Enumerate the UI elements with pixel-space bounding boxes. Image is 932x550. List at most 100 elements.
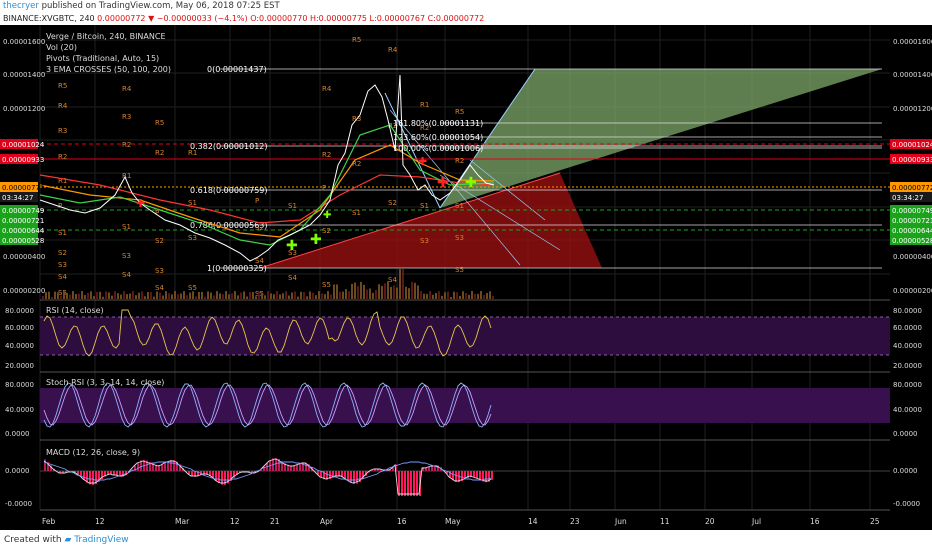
pivot-label: S3 [155, 267, 164, 275]
pivot-label: S1 [58, 229, 67, 237]
chart-legend: Verge / Bitcoin, 240, BINANCE Vol (20) P… [46, 32, 171, 74]
price-badge [890, 205, 932, 215]
fib-fan-red[interactable] [260, 173, 602, 268]
volume-bar [147, 292, 149, 299]
price-line[interactable] [39, 74, 495, 262]
macd-bar [146, 460, 148, 471]
volume-bar [87, 292, 89, 299]
pivot-label: S3 [420, 237, 429, 245]
volume-bar [372, 292, 374, 299]
fan-line[interactable] [389, 109, 521, 266]
macd-bar [389, 469, 391, 471]
time-tick: Mar [175, 517, 190, 526]
macd-bar [299, 463, 301, 471]
volume-bar [192, 291, 194, 299]
pivot-label: S1 [420, 202, 429, 210]
macd-bar [302, 462, 304, 471]
pivot-label: R2 [455, 157, 464, 165]
volume-bar [402, 269, 404, 299]
volume-bar [489, 291, 491, 299]
rsi-tick: 80.0000 [5, 307, 34, 315]
stoch-band [40, 388, 890, 423]
volume-bar [198, 291, 200, 299]
volume-bar [342, 291, 344, 299]
pivot-label: S5 [322, 281, 331, 289]
macd-bar [110, 471, 112, 475]
macd-bar [374, 468, 376, 471]
pivot-label: S2 [58, 249, 67, 257]
macd-bar [215, 471, 217, 481]
cross-marker-down: ✚ [418, 155, 427, 168]
ema-100-line[interactable] [39, 144, 495, 238]
legend-item: Pivots (Traditional, Auto, 15) [46, 54, 159, 63]
time-tick: 20 [705, 517, 715, 526]
fib-levels[interactable] [220, 68, 882, 269]
price-axis[interactable]: 0.00001600 0.00001400 0.00001200 0.00000… [893, 38, 932, 508]
macd-bar [140, 460, 142, 471]
macd-signal-line[interactable] [43, 461, 492, 481]
fib-label: 1(0.00000325) [207, 264, 267, 273]
volume-bar [375, 290, 377, 299]
chart-svg[interactable]: 0(0.00001437) 0.382(0.00001012) 0.618(0.… [0, 25, 932, 530]
time-tick: 14 [528, 517, 538, 526]
macd-bar [86, 471, 88, 483]
price-badge-text: 0.00000644 [892, 227, 932, 235]
chart-canvas[interactable]: 0(0.00001437) 0.382(0.00001012) 0.618(0.… [0, 25, 932, 530]
volume-bar [174, 291, 176, 299]
trendline-support[interactable] [259, 172, 561, 269]
price-badge-text: 0.00000528 [2, 237, 44, 245]
pivot-label: S3 [288, 249, 297, 257]
price-tick: 0.00001600 [3, 38, 45, 46]
volume-bar [225, 291, 227, 299]
footer-brand[interactable]: TradingView [74, 535, 129, 545]
ema-200-line[interactable] [39, 174, 495, 224]
pivot-label: S4 [58, 273, 67, 281]
volume-bar [63, 291, 65, 299]
macd-bar [47, 461, 49, 471]
stoch-tick: 0.0000 [5, 430, 30, 438]
stoch-k-line[interactable] [43, 382, 492, 428]
volume-bar [336, 284, 338, 299]
rsi-line[interactable] [43, 309, 492, 357]
volume-bar [459, 295, 461, 299]
volume-bar [69, 294, 71, 299]
author-link[interactable]: thecryer [3, 1, 39, 11]
pivot-label: S2 [155, 237, 164, 245]
price-badge [890, 192, 932, 202]
stoch-d-line[interactable] [43, 384, 492, 426]
macd-bar [362, 471, 364, 480]
macd-bar [431, 465, 433, 471]
price-badge [890, 235, 932, 245]
volume-bar [228, 294, 230, 299]
time-tick: 23 [570, 517, 580, 526]
stoch-title: Stoch RSI (3, 3, 14, 14, close) [46, 378, 164, 387]
tradingview-logo-icon[interactable]: ▰ [64, 535, 72, 545]
volume-bar [318, 291, 320, 299]
volume-bars [42, 269, 494, 299]
macd-bar [434, 465, 436, 471]
volume-bar [93, 296, 95, 299]
time-tick: Jul [751, 517, 761, 526]
volume-bar [408, 288, 410, 299]
volume-bar [237, 295, 239, 299]
price-badge [0, 192, 38, 202]
volume-bar [480, 291, 482, 299]
volume-bar [45, 292, 47, 299]
time-axis[interactable]: Feb 12 Mar 12 21 Apr 16 May 14 23 Jun 11 20 Jul 16 25 [42, 517, 880, 526]
volume-bar [366, 289, 368, 299]
price-tick: 0.00001600 [893, 38, 932, 46]
pivot-label: R1 [122, 172, 131, 180]
trendline-channel[interactable] [384, 92, 441, 209]
volume-bar [168, 293, 170, 299]
fib-fan-green[interactable] [440, 69, 882, 208]
price-badge-text: 0.00001024 [892, 141, 932, 149]
volume-bar [444, 292, 446, 299]
time-tick: Apr [320, 517, 334, 526]
volume-bar [468, 294, 470, 299]
rsi-tick: 80.0000 [893, 307, 922, 315]
volume-bar [57, 292, 59, 299]
left-price-axis[interactable]: 0.00001600 0.00001400 0.00001200 0.00000… [3, 38, 45, 508]
price-badge [890, 139, 932, 149]
price-badge-text: 0.00000772 [892, 184, 932, 192]
pivot-label: R4 [388, 46, 398, 54]
